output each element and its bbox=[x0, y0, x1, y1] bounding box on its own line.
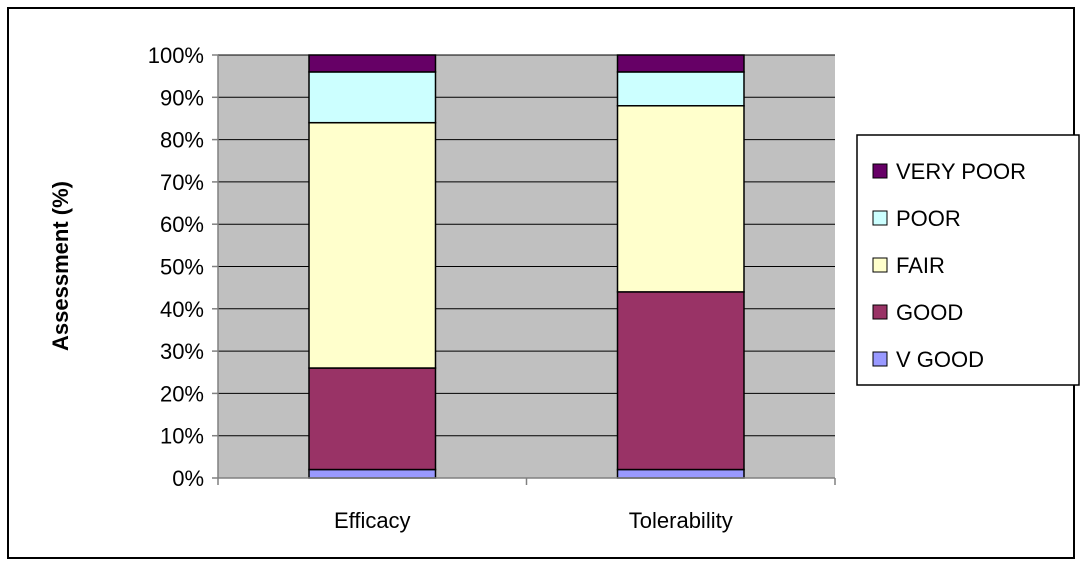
y-tick-label: 60% bbox=[160, 212, 204, 237]
legend-swatch bbox=[872, 163, 888, 179]
legend: VERY POOR POOR FAIR GOOD V GOOD bbox=[856, 134, 1080, 386]
legend-swatch bbox=[872, 304, 888, 320]
y-tick-label: 80% bbox=[160, 128, 204, 153]
y-tick-label: 10% bbox=[160, 424, 204, 449]
x-tick-label: Efficacy bbox=[334, 508, 411, 533]
legend-label: GOOD bbox=[896, 300, 963, 325]
legend-label: POOR bbox=[896, 206, 961, 231]
y-tick-label: 90% bbox=[160, 85, 204, 110]
bar-segment bbox=[308, 367, 437, 471]
legend-swatch bbox=[872, 351, 888, 367]
bar-segment bbox=[308, 121, 437, 369]
y-tick-label: 20% bbox=[160, 381, 204, 406]
legend-box bbox=[856, 134, 1080, 386]
legend-label: FAIR bbox=[896, 253, 945, 278]
y-tick-label: 70% bbox=[160, 170, 204, 195]
bar-segment bbox=[616, 105, 745, 293]
bar-segment bbox=[308, 54, 437, 73]
x-tick-label: Tolerability bbox=[629, 508, 733, 533]
legend-swatch bbox=[872, 210, 888, 226]
bar-segment bbox=[616, 71, 745, 107]
y-tick-label: 100% bbox=[148, 43, 204, 68]
y-tick-label: 50% bbox=[160, 255, 204, 280]
x-tick-labels: Efficacy Tolerability bbox=[334, 508, 733, 533]
legend-label: V GOOD bbox=[896, 347, 984, 372]
bar-segment bbox=[308, 71, 437, 124]
legend-label: VERY POOR bbox=[896, 159, 1026, 184]
bars bbox=[308, 54, 745, 479]
y-tick-labels: 0% 10% 20% 30% 40% 50% 60% 70% 80% 90% 100% bbox=[148, 43, 204, 491]
legend-swatch bbox=[872, 257, 888, 273]
y-axis-label: Assessment (%) bbox=[48, 181, 73, 351]
bar-segment bbox=[616, 291, 745, 471]
bar-segment bbox=[308, 468, 437, 479]
bar-segment bbox=[616, 468, 745, 479]
y-tick-label: 40% bbox=[160, 297, 204, 322]
axes bbox=[212, 54, 836, 485]
y-tick-label: 30% bbox=[160, 339, 204, 364]
y-tick-label: 0% bbox=[172, 466, 204, 491]
bar-segment bbox=[616, 54, 745, 73]
